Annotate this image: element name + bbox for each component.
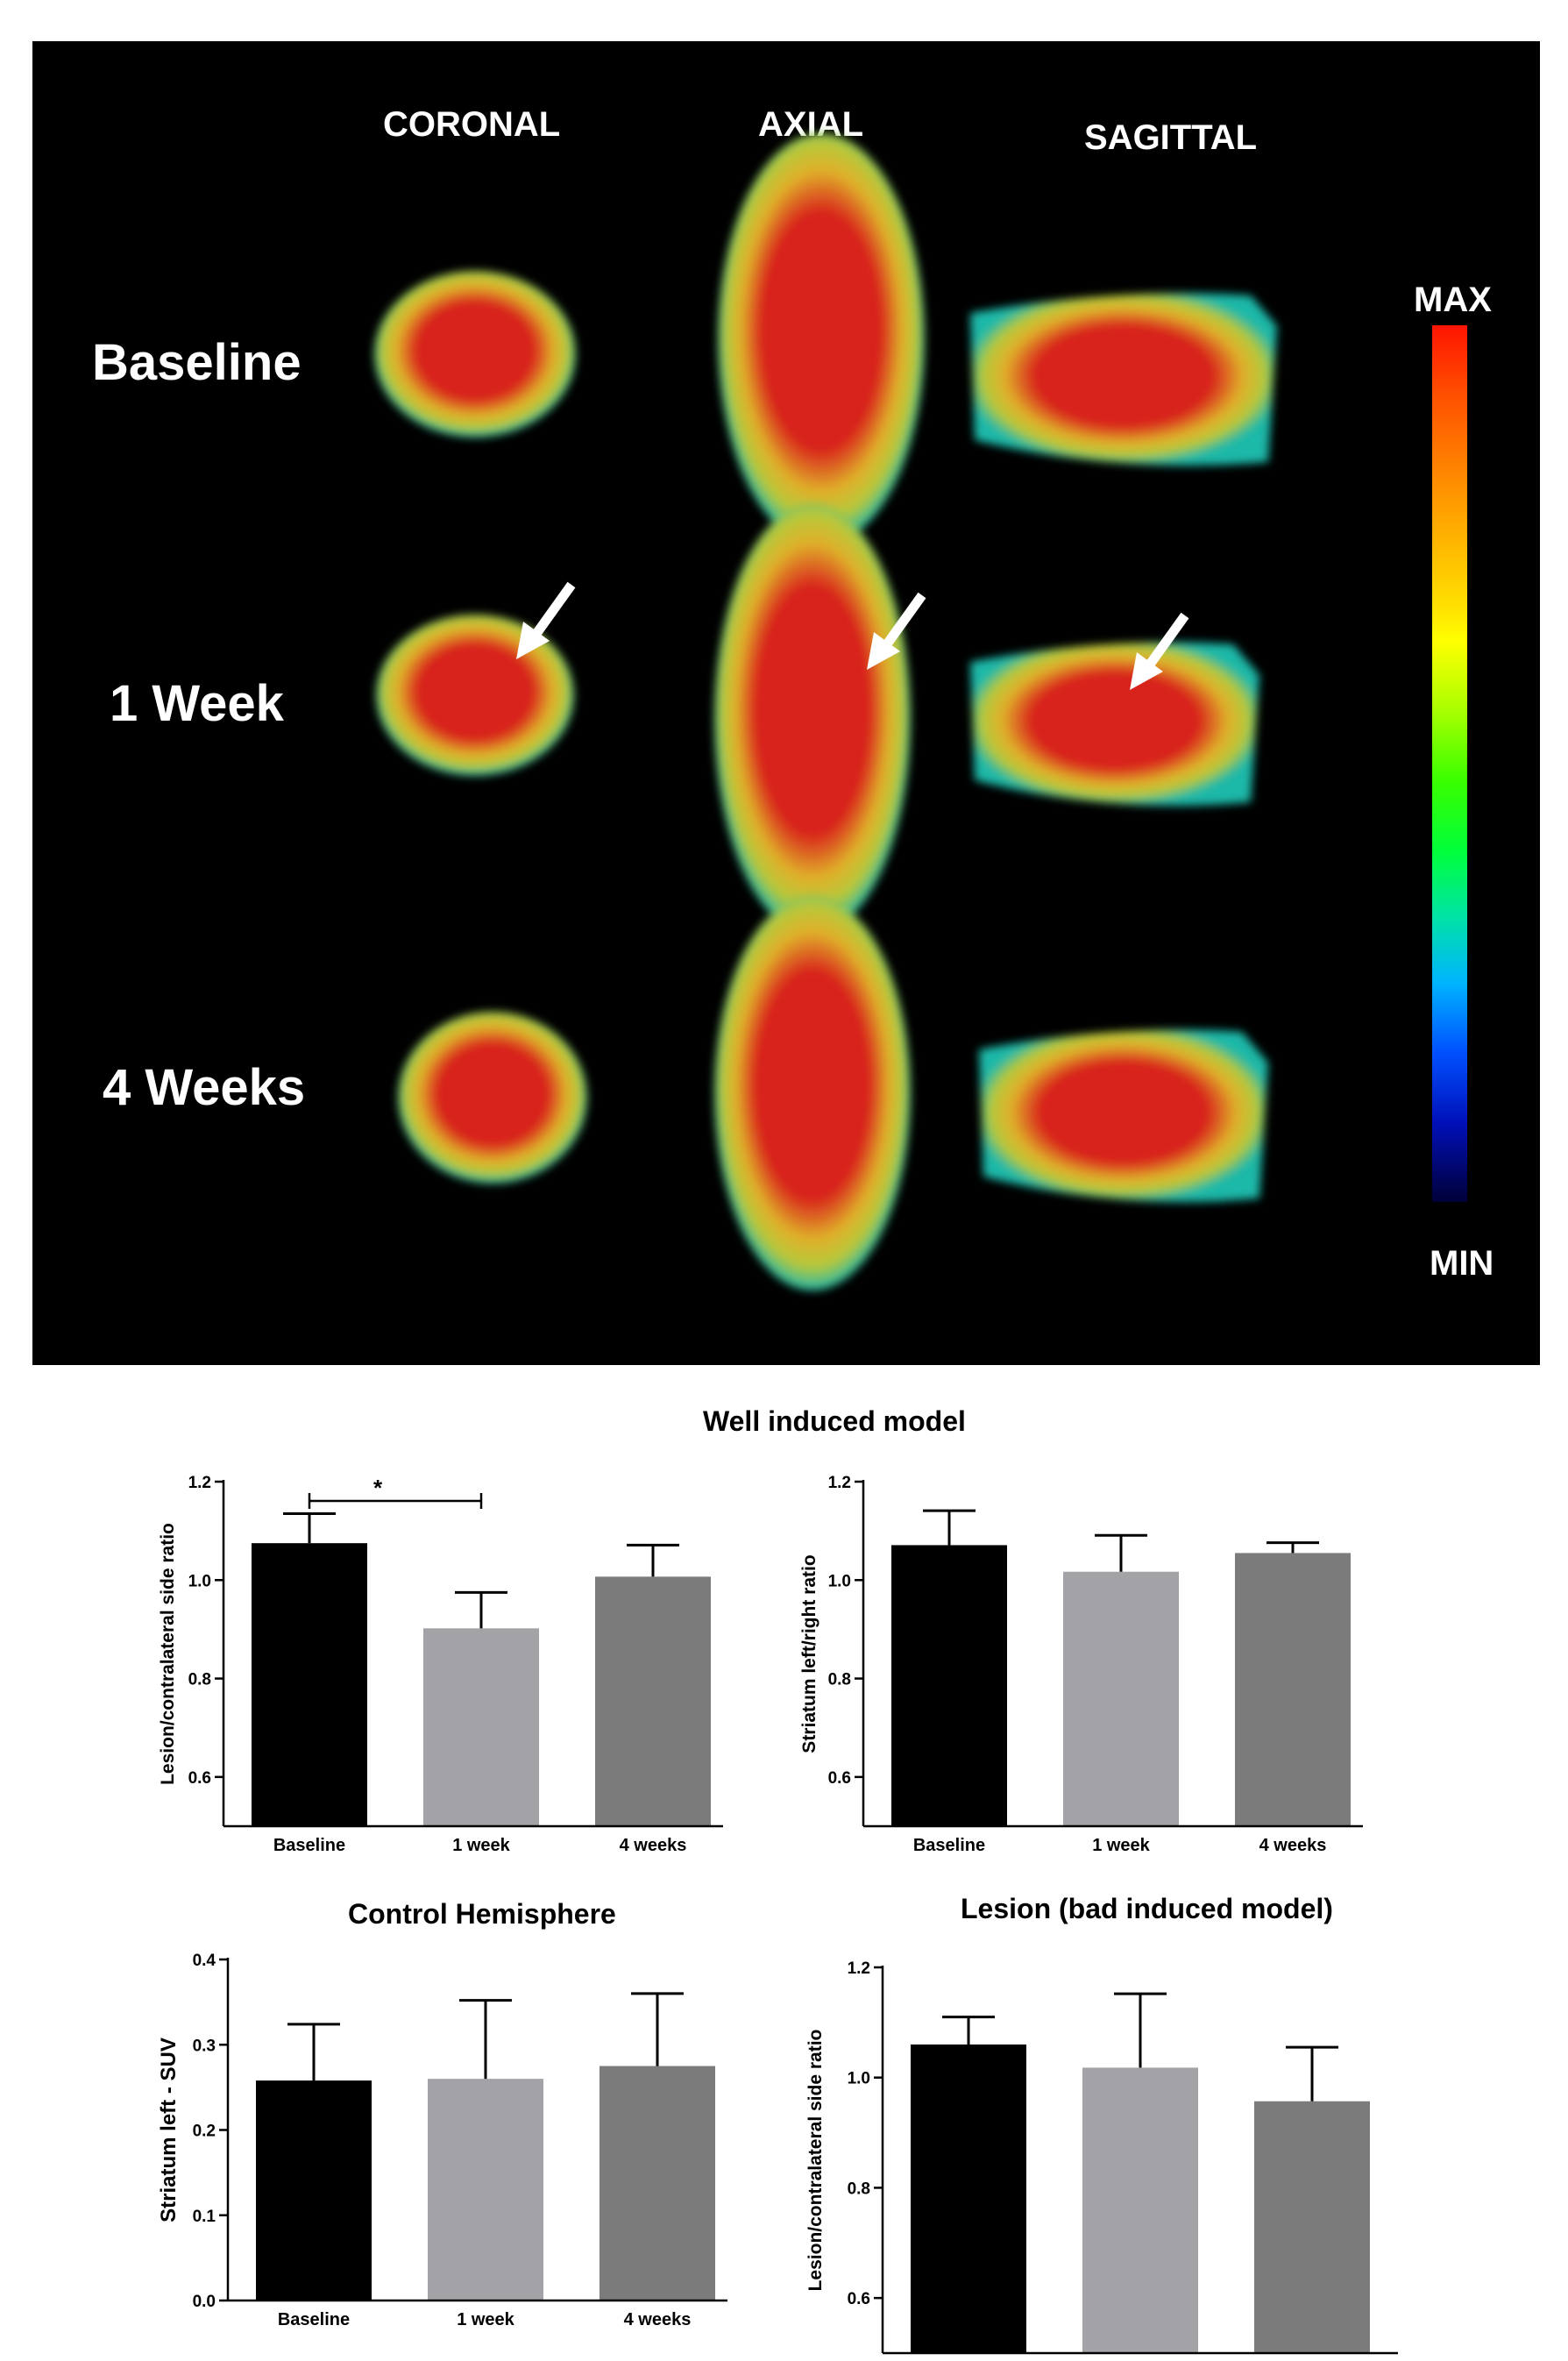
error-bar <box>1286 2045 1338 2101</box>
y-axis-label: Striatum left/right ratio <box>799 1554 819 1753</box>
bar <box>1254 2101 1370 2353</box>
bar <box>252 1543 367 1826</box>
axes <box>855 1480 1363 1828</box>
scan-sagittal-1-week <box>970 642 1259 807</box>
y-tick-label: 0.3 <box>193 2037 216 2055</box>
x-tick-label: 4 weeks <box>620 1836 687 1855</box>
row-header-4-weeks: 4 Weeks <box>103 1059 306 1116</box>
scan-coronal-4-weeks <box>398 1012 587 1184</box>
y-tick-label: 1.0 <box>848 2070 870 2088</box>
y-tick-label: 1.0 <box>828 1572 851 1590</box>
lesion-arrow-icon <box>867 592 926 670</box>
y-tick-label: 0.4 <box>193 1952 216 1970</box>
bar <box>1063 1571 1179 1826</box>
error-bar <box>942 2016 995 2045</box>
x-tick-label: 1 week <box>1092 1836 1150 1855</box>
error-bar <box>455 1590 507 1629</box>
scan-sagittal-baseline <box>970 293 1277 466</box>
bar <box>600 2066 715 2301</box>
colorbar <box>1432 325 1467 1202</box>
error-bar <box>631 1992 684 2066</box>
colorbar-max-label: MAX <box>1414 281 1492 319</box>
scan-sagittal-4-weeks <box>979 1029 1268 1203</box>
scan-axial-4-weeks <box>714 896 911 1291</box>
colorbar-min-label: MIN <box>1430 1244 1494 1283</box>
y-tick-label: 1.2 <box>188 1474 211 1492</box>
scan-axial-baseline <box>718 133 925 545</box>
chart-4-title: Lesion (bad induced model) <box>961 1893 1333 1924</box>
y-tick-label: 0.2 <box>193 2123 216 2141</box>
y-axis-label: Lesion/contralateral side ratio <box>805 2030 826 2292</box>
x-tick-label: 4 weeks <box>624 2310 692 2329</box>
y-tick-label: 0.6 <box>848 2290 870 2308</box>
y-tick-label: 0.1 <box>193 2208 216 2226</box>
error-bar <box>1266 1541 1319 1554</box>
x-tick-label: 4 weeks <box>1259 1836 1327 1855</box>
bar <box>1082 2067 1198 2353</box>
y-tick-label: 0.6 <box>188 1769 211 1788</box>
row-header-baseline: Baseline <box>92 334 302 391</box>
y-tick-label: 1.0 <box>188 1572 211 1590</box>
x-tick-label: 1 week <box>452 1836 510 1855</box>
bar-chart-2: Baseline 1 week 4 weeks 0.6 0.8 1.0 1.2 Striatu… <box>799 1474 1363 1855</box>
error-bar <box>627 1543 679 1577</box>
error-bar <box>1095 1533 1147 1572</box>
error-bar <box>287 2023 340 2081</box>
bar <box>891 1545 1007 1826</box>
y-tick-label: 0.8 <box>828 1671 851 1689</box>
bar-chart-3: Baseline 1 week 4 weeks 0.0 0.1 0.2 0.3 0.4 Stri… <box>157 1952 727 2329</box>
y-tick-label: 0.0 <box>193 2293 216 2311</box>
column-header-sagittal: SAGITTAL <box>1084 118 1258 157</box>
error-bar <box>283 1511 336 1544</box>
significance-label: * <box>373 1475 383 1501</box>
y-tick-label: 1.2 <box>848 1959 870 1978</box>
row-header-1-week: 1 Week <box>110 675 284 732</box>
column-header-coronal: CORONAL <box>383 105 561 144</box>
bar <box>595 1576 711 1826</box>
y-tick-label: 0.6 <box>828 1769 851 1788</box>
scan-axial-1-week <box>714 504 911 934</box>
significance-bracket <box>308 1493 483 1509</box>
bar <box>1235 1553 1351 1826</box>
y-axis-label: Lesion/contralateral side ratio <box>158 1523 178 1785</box>
y-tick-label: 0.8 <box>188 1671 211 1689</box>
lesion-arrow-icon <box>516 581 576 659</box>
error-bar <box>923 1509 976 1546</box>
error-bar <box>459 1999 512 2080</box>
chart-3-title: Control Hemisphere <box>348 1898 616 1930</box>
bar <box>911 2045 1026 2353</box>
bar <box>256 2080 372 2301</box>
axes <box>215 1480 723 1828</box>
pet-image-panel: CORONAL AXIAL SAGITTAL Baseline 1 Week 4… <box>32 41 1540 1365</box>
y-tick-label: 1.2 <box>828 1474 851 1492</box>
bar <box>428 2079 543 2301</box>
x-tick-label: Baseline <box>913 1836 985 1855</box>
bar <box>423 1628 539 1826</box>
x-tick-label: 1 week <box>457 2310 514 2329</box>
axes <box>874 1966 1398 2355</box>
scan-coronal-1-week <box>376 615 574 776</box>
y-axis-label: Striatum left - SUV <box>157 2037 181 2222</box>
y-tick-label: 0.8 <box>848 2180 870 2198</box>
figure-title: Well induced model <box>703 1405 966 1437</box>
error-bar <box>1114 1992 1167 2068</box>
x-tick-label: Baseline <box>273 1836 345 1855</box>
x-tick-label: Baseline <box>278 2310 350 2329</box>
lesion-arrow-icon <box>1130 612 1189 690</box>
axes <box>219 1958 727 2302</box>
scan-coronal-baseline <box>374 271 576 437</box>
bar-chart-1: Baseline 1 week 4 weeks 0.6 0.8 1.0 1.2 Lesion/… <box>158 1474 723 1855</box>
